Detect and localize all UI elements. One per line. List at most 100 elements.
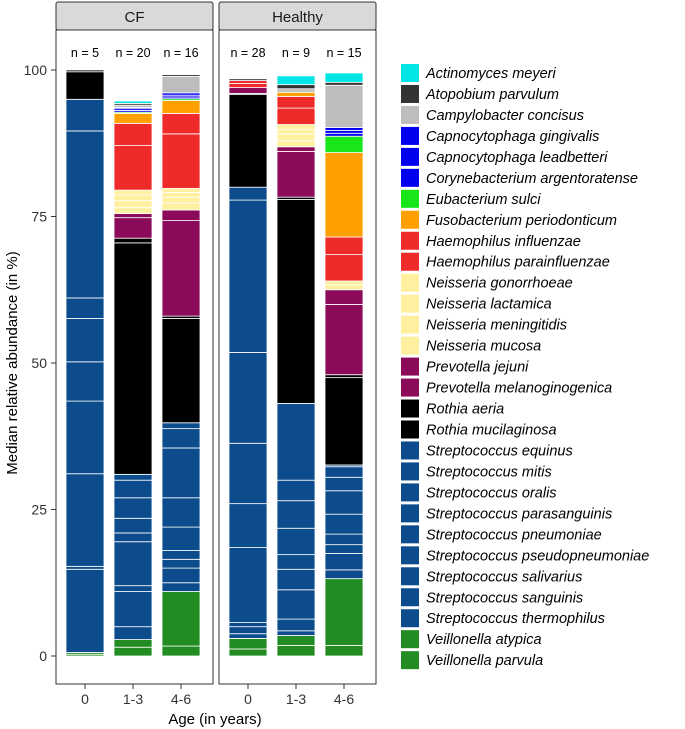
bar-segment-cf-1-3-veillonella-atypica — [113, 639, 153, 648]
bar-segment-healthy-1-3-streptococcus-thermophilus — [276, 630, 316, 636]
legend-label-corynebacterium-argentoratense: Corynebacterium argentoratense — [426, 171, 638, 187]
legend-swatch-fusobacterium-periodonticum — [401, 210, 419, 229]
bar-segment-healthy-4-6-haemophilus-parainfluenzae — [324, 254, 364, 282]
bar-segment-cf-1-3-haemophilus-influenzae — [113, 122, 153, 146]
bar-segment-healthy-1-3-fusobacterium-periodonticum — [276, 91, 316, 97]
bar-segment-cf-0-streptococcus-mitis — [65, 130, 105, 299]
plot-area: 0 25 50 75 100 CF n = 5 0 n = 20 1-3 n = 16 4-6 Heal… — [24, 1, 377, 707]
bar-segment-cf-1-3-streptococcus-equinus — [113, 473, 153, 481]
bar-segment-healthy-4-6-streptococcus-salivarius — [324, 544, 364, 554]
bar-segment-healthy-1-3-atopobium-parvulum — [276, 84, 316, 90]
legend: Actinomyces meyeri Atopobium parvulum Camp… — [401, 64, 649, 670]
panel-title-healthy: Healthy — [272, 9, 323, 26]
bar-segment-cf-1-3-neisseria-mucosa — [113, 207, 153, 214]
bar-segment-cf-4-6-neisseria-meningitidis — [161, 196, 201, 204]
bar-segment-cf-1-3-streptococcus-thermophilus — [113, 626, 153, 640]
bar-segment-healthy-4-6-neisseria-mucosa — [324, 284, 364, 291]
bar-segment-healthy-0-streptococcus-equinus — [228, 186, 268, 201]
bar-segment-cf-4-6-prevotella-melanoginogenica — [161, 220, 201, 317]
n-label-healthy-1-3: n = 9 — [282, 46, 310, 60]
bar-segment-healthy-1-3-neisseria-mucosa — [276, 140, 316, 148]
bar-segment-healthy-4-6-capnocytophaga-gingivalis — [324, 127, 364, 131]
bar-segment-healthy-0-streptococcus-oralis — [228, 352, 268, 444]
bar-segment-healthy-1-3-neisseria-gonorrhoeae — [276, 124, 316, 130]
legend-label-actinomyces-meyeri: Actinomyces meyeri — [425, 66, 557, 82]
bar-segment-healthy-1-3-streptococcus-pseudopneumoniae — [276, 568, 316, 591]
bar-segment-healthy-4-6-streptococcus-sanguinis — [324, 553, 364, 571]
bar-segment-cf-1-3-streptococcus-pneumoniae — [113, 532, 153, 543]
bar-segment-healthy-4-6-corynebacterium-argentoratense — [324, 132, 364, 137]
bar-segment-cf-4-6-rothia-mucilaginosa — [161, 318, 201, 424]
legend-swatch-neisseria-mucosa — [401, 336, 419, 355]
legend-swatch-corynebacterium-argentoratense — [401, 168, 419, 187]
bar-segment-healthy-4-6-veillonella-atypica — [324, 578, 364, 646]
legend-swatch-streptococcus-parasanguinis — [401, 504, 419, 523]
bar-segment-healthy-1-3-prevotella-melanoginogenica — [276, 151, 316, 198]
bar-segment-cf-4-6-streptococcus-equinus — [161, 422, 201, 430]
bar-segment-cf-4-6-prevotella-jejuni — [161, 209, 201, 222]
bar-segment-cf-1-3-rothia-mucilaginosa — [113, 242, 153, 475]
bar-segment-healthy-4-6-streptococcus-parasanguinis — [324, 490, 364, 515]
bar-segment-healthy-4-6-haemophilus-influenzae — [324, 236, 364, 255]
bar-segment-cf-4-6-streptococcus-oralis — [161, 447, 201, 499]
bar-segment-cf-1-3-streptococcus-salivarius — [113, 585, 153, 592]
bar-segment-healthy-1-3-neisseria-meningitidis — [276, 133, 316, 142]
n-label-cf-0: n = 5 — [71, 46, 99, 60]
legend-label-rothia-aeria: Rothia aeria — [426, 402, 504, 418]
legend-label-veillonella-parvula: Veillonella parvula — [426, 653, 543, 669]
bar-segment-healthy-4-6-rothia-mucilaginosa — [324, 377, 364, 466]
bar-segment-cf-4-6-streptococcus-pseudopneumoniae — [161, 550, 201, 560]
bar-segment-healthy-4-6-prevotella-jejuni — [324, 289, 364, 305]
n-label-cf-4-6: n = 16 — [163, 46, 198, 60]
bar-segment-healthy-1-3-prevotella-jejuni — [276, 146, 316, 152]
bar-segment-cf-1-3-neisseria-gonorrhoeae — [113, 189, 153, 196]
bar-segment-cf-1-3-actinomyces-meyeri — [113, 100, 153, 104]
bar-segment-cf-4-6-neisseria-mucosa — [161, 202, 201, 211]
bar-segment-cf-1-3-neisseria-meningitidis — [113, 200, 153, 209]
bar-segment-cf-1-3-veillonella-parvula — [113, 646, 153, 657]
bar-segment-healthy-1-3-streptococcus-parasanguinis — [276, 527, 316, 556]
bar-segment-healthy-4-6-fusobacterium-periodonticum — [324, 152, 364, 238]
bar-segment-healthy-0-streptococcus-sanguinis — [228, 626, 268, 635]
bar-segment-healthy-4-6-streptococcus-mitis — [324, 466, 364, 478]
bar-segment-cf-1-3-streptococcus-parasanguinis — [113, 517, 153, 534]
bar-segment-healthy-0-streptococcus-pneumoniae — [228, 503, 268, 548]
legend-swatch-streptococcus-salivarius — [401, 567, 419, 586]
bar-segment-cf-1-3-prevotella-melanoginogenica — [113, 217, 153, 239]
legend-label-neisseria-gonorrhoeae: Neisseria gonorrhoeae — [426, 276, 573, 292]
legend-swatch-streptococcus-mitis — [401, 462, 419, 481]
bar-segment-healthy-4-6-streptococcus-oralis — [324, 476, 364, 492]
bar-segment-cf-1-3-fusobacterium-periodonticum — [113, 112, 153, 124]
legend-swatch-streptococcus-oralis — [401, 483, 419, 502]
legend-label-streptococcus-salivarius: Streptococcus salivarius — [426, 569, 582, 585]
bar-segment-healthy-1-3-veillonella-parvula — [276, 645, 316, 657]
bar-segment-cf-0-streptococcus-salivarius — [65, 473, 105, 567]
bar-segment-healthy-0-streptococcus-parasanguinis — [228, 442, 268, 505]
bar-segment-cf-4-6-streptococcus-parasanguinis — [161, 497, 201, 528]
legend-swatch-campylobacter-concisus — [401, 105, 419, 124]
bar-segment-healthy-4-6-streptococcus-thermophilus — [324, 569, 364, 580]
y-tick-label-100: 100 — [24, 62, 48, 78]
bar-segment-cf-1-3-neisseria-lactamica — [113, 194, 153, 202]
bar-segment-cf-0-streptococcus-parasanguinis — [65, 318, 105, 363]
legend-label-streptococcus-parasanguinis: Streptococcus parasanguinis — [426, 506, 612, 522]
bar-segment-cf-0-streptococcus-sanguinis — [65, 565, 105, 570]
bar-segment-healthy-1-3-streptococcus-salivarius — [276, 589, 316, 620]
bar-segment-healthy-1-3-neisseria-lactamica — [276, 128, 316, 135]
legend-swatch-capnocytophaga-gingivalis — [401, 126, 419, 145]
legend-swatch-rothia-mucilaginosa — [401, 420, 419, 439]
bar-segment-healthy-4-6-campylobacter-concisus — [324, 84, 364, 128]
y-tick-label-0: 0 — [39, 648, 47, 664]
bar-segment-cf-0-streptococcus-pneumoniae — [65, 361, 105, 402]
x-tick-label-healthy-1-3: 1-3 — [286, 691, 306, 707]
n-label-cf-1-3: n = 20 — [115, 46, 150, 60]
bar-segment-cf-0-streptococcus-pseudopneumoniae — [65, 400, 105, 475]
x-tick-label-healthy-4-6: 4-6 — [334, 691, 354, 707]
bar-segment-healthy-4-6-eubacterium-sulci — [324, 135, 364, 154]
bar-segment-cf-1-3-streptococcus-pseudopneumoniae — [113, 541, 153, 587]
legend-label-streptococcus-sanguinis: Streptococcus sanguinis — [426, 590, 583, 606]
legend-label-streptococcus-equinus: Streptococcus equinus — [426, 443, 573, 459]
bar-segment-healthy-0-rothia-mucilaginosa — [228, 94, 268, 188]
bar-segment-healthy-1-3-streptococcus-equinus — [276, 403, 316, 481]
legend-label-streptococcus-pneumoniae: Streptococcus pneumoniae — [426, 527, 602, 543]
